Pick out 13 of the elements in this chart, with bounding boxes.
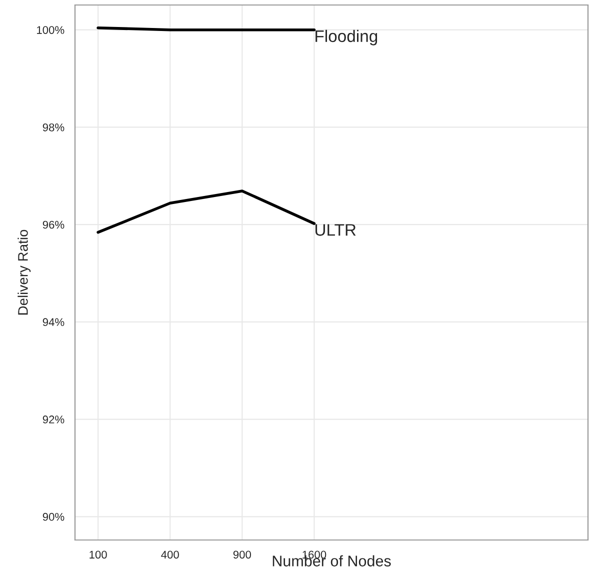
x-tick-label: 100 [90, 550, 107, 559]
y-tick-label: 90% [42, 512, 64, 521]
y-tick-label: 92% [42, 416, 64, 424]
y-axis-title: Delivery Ratio [18, 230, 31, 315]
y-tick-label: 96% [42, 220, 64, 229]
y-tick-label: 100% [37, 26, 64, 34]
x-tick-label: 400 [161, 550, 179, 559]
series-label: ULTR [315, 224, 356, 236]
series-label: Flooding [316, 30, 378, 46]
y-tick-label: 98% [42, 123, 64, 132]
line-series [96, 190, 316, 234]
y-tick-label: 94% [42, 318, 64, 326]
x-tick-label: 900 [233, 550, 251, 559]
